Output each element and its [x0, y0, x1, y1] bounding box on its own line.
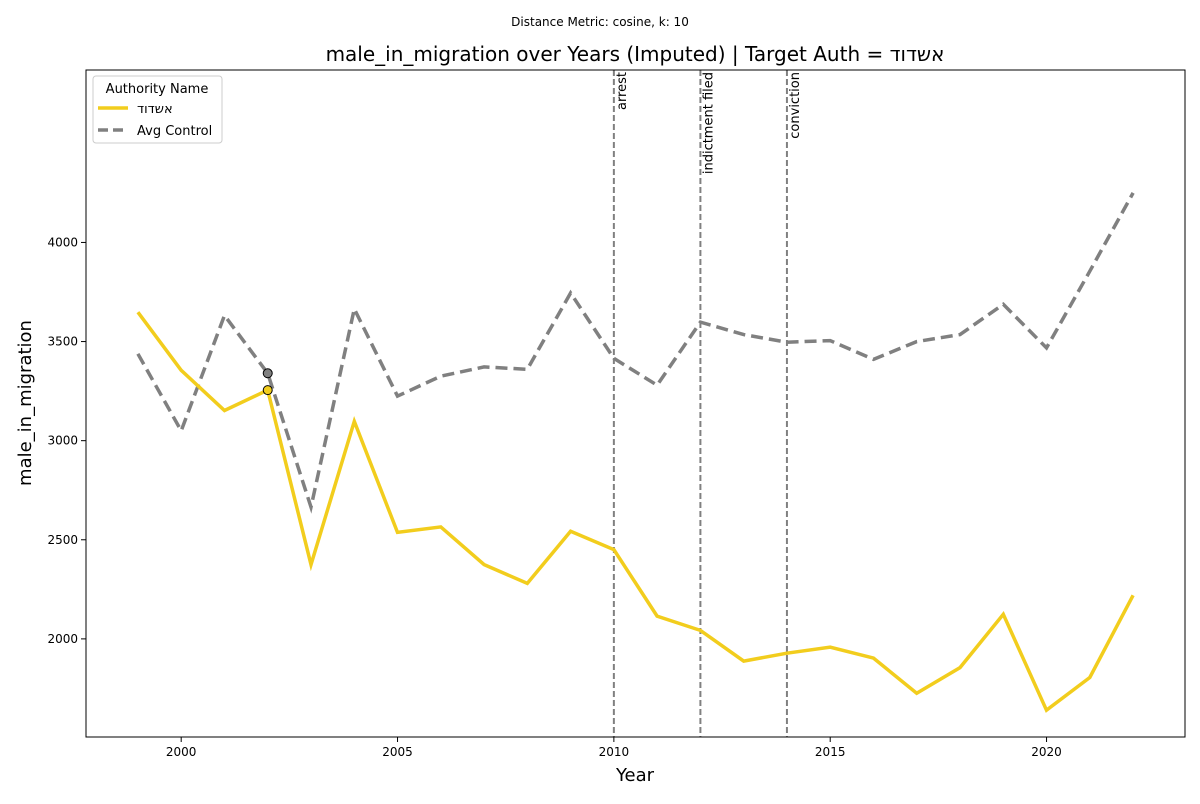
legend-label-target: אשדוד [137, 102, 173, 117]
y-tick-label-1: 2500 [47, 533, 78, 547]
x-axis-label: Year [615, 765, 655, 786]
x-tick-label-3: 2015 [815, 745, 846, 759]
x-tick-label-0: 2000 [166, 745, 197, 759]
legend: Authority Name אשדוד Avg Control [92, 75, 223, 144]
y-axis-ticks: 2000 2500 3000 3500 4000 [47, 235, 86, 646]
legend-box [92, 75, 223, 144]
y-tick-label-3: 3500 [47, 335, 78, 349]
event-label-2: conviction [788, 72, 803, 139]
y-axis-label: male_in_migration [15, 320, 36, 486]
x-tick-label-1: 2005 [382, 745, 413, 759]
legend-title: Authority Name [106, 82, 209, 97]
data-markers [262, 368, 273, 396]
chart-subtitle: Distance Metric: cosine, k: 10 [511, 15, 689, 29]
chart-title: male_in_migration over Years (Imputed) |… [326, 42, 945, 66]
series-line-0 [136, 311, 1135, 713]
event-label-0: arrest [615, 72, 630, 110]
legend-label-control: Avg Control [137, 124, 212, 139]
y-tick-label-0: 2000 [47, 632, 78, 646]
x-tick-label-4: 2020 [1031, 745, 1062, 759]
x-axis-ticks: 2000 2005 2010 2015 2020 [166, 737, 1062, 759]
marker-0 [262, 368, 273, 379]
plot-area [85, 69, 1186, 738]
y-tick-label-4: 4000 [47, 235, 78, 249]
marker-1 [262, 385, 273, 396]
event-label-1: indictment filed [701, 72, 716, 174]
series-line-1 [136, 192, 1135, 514]
series-lines [136, 192, 1135, 713]
x-tick-label-2: 2010 [599, 745, 630, 759]
y-tick-label-2: 3000 [47, 434, 78, 448]
event-lines: arrest indictment filed conviction [612, 70, 803, 737]
